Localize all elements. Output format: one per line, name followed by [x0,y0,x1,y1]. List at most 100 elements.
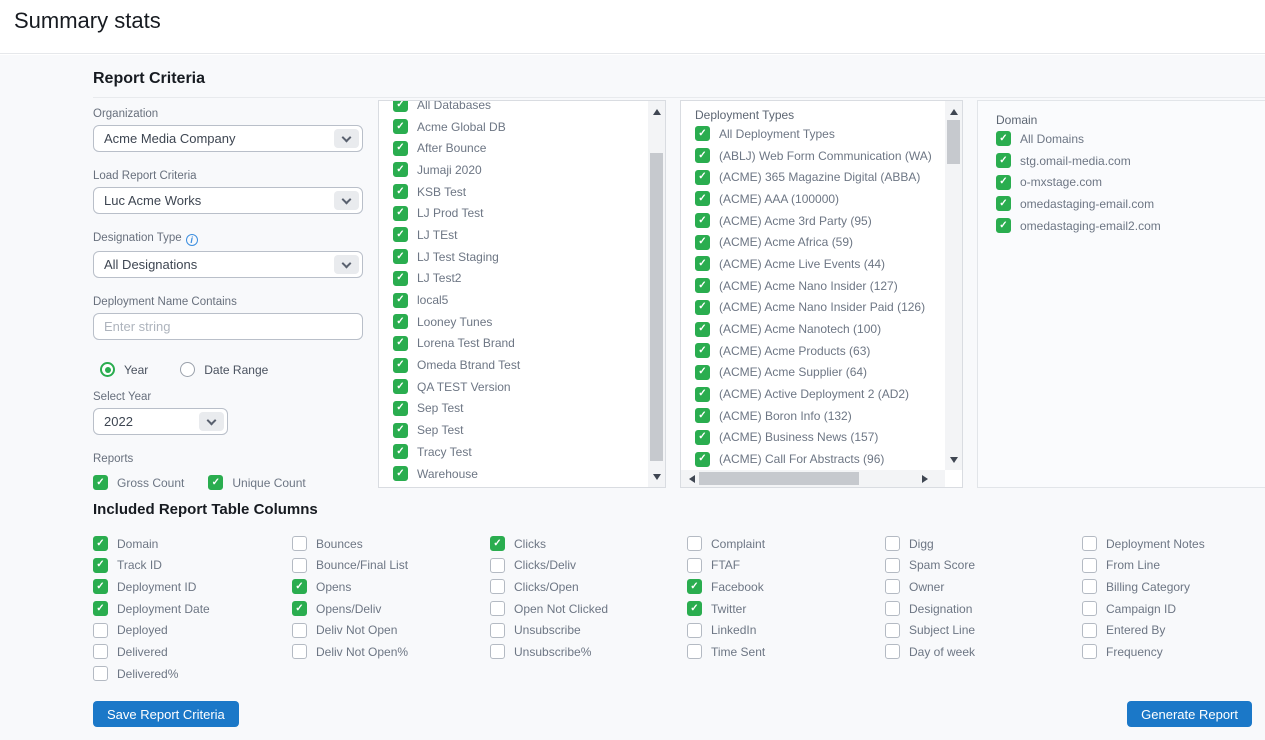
checkbox[interactable] [687,644,702,660]
deployment-type-item[interactable]: (ACME) Acme Nano Insider Paid (126) [695,297,945,319]
deployment-name-input[interactable] [104,319,352,334]
checkbox[interactable] [393,466,408,482]
date-range-radio[interactable] [180,362,196,377]
checkbox[interactable] [490,579,505,595]
checkbox[interactable] [208,475,224,490]
checkbox[interactable] [490,622,505,638]
checkbox[interactable] [695,126,710,142]
chevron-down-icon[interactable] [334,255,359,274]
deployment-name-field[interactable] [93,313,363,340]
checkbox[interactable] [93,536,108,551]
generate-report-button[interactable]: Generate Report [1127,701,1252,727]
checkbox[interactable] [1082,579,1097,595]
database-item[interactable]: Omeda Btrand Test [393,354,648,376]
column-option[interactable]: Deployment Notes [1082,536,1265,551]
checkbox[interactable] [93,557,108,573]
scrollbar-thumb[interactable] [947,120,960,164]
checkbox[interactable] [93,644,108,660]
checkbox[interactable] [292,622,307,638]
checkbox[interactable] [1082,557,1097,573]
column-option[interactable]: FTAF [687,557,877,573]
checkbox[interactable] [93,475,108,490]
column-option[interactable]: Entered By [1082,622,1265,638]
checkbox[interactable] [687,579,702,595]
checkbox[interactable] [695,408,710,424]
deployment-type-item[interactable]: (ACME) Acme Supplier (64) [695,362,945,384]
checkbox[interactable] [393,379,408,395]
checkbox[interactable] [93,601,108,617]
checkbox[interactable] [885,622,900,638]
checkbox[interactable] [393,335,408,351]
column-option[interactable]: Frequency [1082,644,1265,660]
column-option[interactable]: Campaign ID [1082,601,1265,617]
checkbox[interactable] [292,601,307,617]
designation-select[interactable]: All Designations [93,251,363,278]
checkbox[interactable] [885,601,900,617]
domain-item[interactable]: All Domains [996,128,1265,150]
scroll-left-icon[interactable] [683,470,700,487]
deployment-type-item[interactable]: (ACME) AAA (100000) [695,188,945,210]
column-option[interactable]: Designation [885,601,1075,617]
checkbox[interactable] [292,557,307,573]
checkbox[interactable] [393,249,408,265]
checkbox[interactable] [393,357,408,373]
checkbox[interactable] [996,174,1011,190]
checkbox[interactable] [996,196,1011,212]
column-option[interactable]: Delivered% [93,666,283,682]
checkbox[interactable] [885,536,900,551]
checkbox[interactable] [1082,536,1097,551]
column-option[interactable]: From Line [1082,557,1265,573]
checkbox[interactable] [996,131,1011,147]
deployment-type-item[interactable]: (ACME) Active Deployment 2 (AD2) [695,383,945,405]
checkbox[interactable] [996,218,1011,234]
column-option[interactable]: Opens [292,579,482,595]
checkbox[interactable] [695,234,710,250]
checkbox[interactable] [695,278,710,294]
checkbox[interactable] [393,270,408,286]
checkbox[interactable] [93,579,108,595]
chevron-down-icon[interactable] [334,129,359,148]
checkbox[interactable] [687,557,702,573]
checkbox[interactable] [393,101,408,113]
database-item[interactable]: local5 [393,289,648,311]
domain-item[interactable]: omedastaging-email2.com [996,215,1265,237]
database-item[interactable]: Acme Global DB [393,116,648,138]
checkbox[interactable] [996,153,1011,169]
column-option[interactable]: Unsubscribe [490,622,680,638]
domain-item[interactable]: stg.omail-media.com [996,150,1265,172]
column-option[interactable]: Deployment ID [93,579,283,595]
checkbox[interactable] [393,444,408,460]
checkbox[interactable] [687,536,702,551]
checkbox[interactable] [292,644,307,660]
checkbox[interactable] [695,321,710,337]
database-item[interactable]: LJ Prod Test [393,202,648,224]
column-option[interactable]: Bounce/Final List [292,557,482,573]
chevron-down-icon[interactable] [199,412,224,431]
checkbox[interactable] [393,422,408,438]
year-radio[interactable] [100,362,115,377]
checkbox[interactable] [885,557,900,573]
database-item[interactable]: KSB Test [393,181,648,203]
report-option[interactable]: Gross Count [93,475,184,490]
column-option[interactable]: LinkedIn [687,622,877,638]
database-item[interactable]: Jumaji 2020 [393,159,648,181]
database-item[interactable]: Looney Tunes [393,311,648,333]
checkbox[interactable] [695,343,710,359]
checkbox[interactable] [695,213,710,229]
checkbox[interactable] [695,256,710,272]
domain-item[interactable]: o-mxstage.com [996,171,1265,193]
select-year-select[interactable]: 2022 [93,408,228,435]
column-option[interactable]: Clicks/Deliv [490,557,680,573]
column-option[interactable]: Digg [885,536,1075,551]
checkbox[interactable] [292,579,307,595]
database-item[interactable]: LJ Test Staging [393,246,648,268]
column-option[interactable]: Subject Line [885,622,1075,638]
checkbox[interactable] [393,292,408,308]
column-option[interactable]: Complaint [687,536,877,551]
scroll-up-icon[interactable] [945,103,962,120]
database-item[interactable]: Warehouse [393,463,648,485]
checkbox[interactable] [695,429,710,445]
column-option[interactable]: Deployment Date [93,601,283,617]
column-option[interactable]: Deliv Not Open [292,622,482,638]
scroll-down-icon[interactable] [648,468,665,485]
